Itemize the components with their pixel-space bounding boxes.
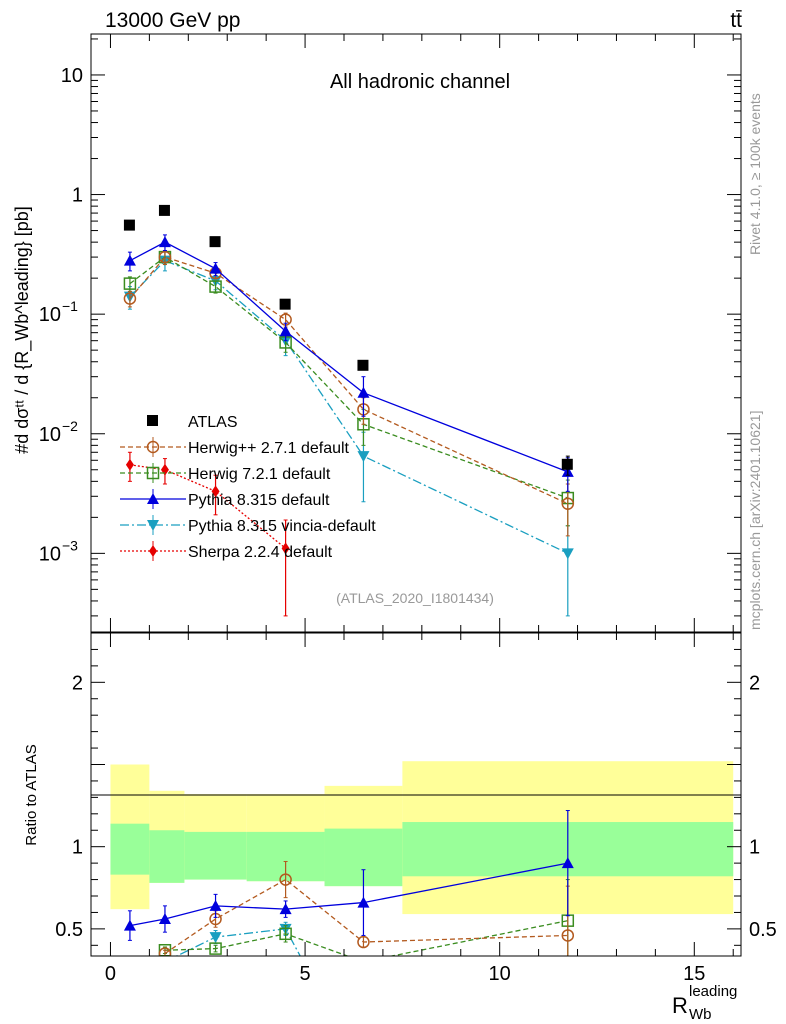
ratio-y-tick-label-right: 0.5: [749, 919, 777, 941]
ratio-y-tick-label: 1: [72, 837, 83, 859]
data-point-pythia: [123, 919, 136, 931]
series-line-herwig7: [129, 256, 569, 499]
data-point-pythia: [357, 386, 370, 398]
data-point-pythia: [357, 896, 370, 908]
data-point-pythia: [561, 857, 574, 869]
process-label: tt̄: [730, 9, 742, 32]
analysis-id: (ATLAS_2020_I1801434): [336, 590, 494, 606]
data-point-vincia: [561, 548, 574, 560]
data-point-sherpa: [160, 463, 169, 476]
y-tick-label-exponent: −1: [62, 298, 78, 314]
mcplots-label: mcplots.cern.ch [arXiv:2401.10621]: [747, 411, 763, 630]
data-point-sherpa: [125, 458, 134, 471]
band-inner: [149, 830, 185, 883]
band-inner: [184, 831, 247, 880]
data-point-pythia: [209, 262, 222, 274]
series-line-herwigpp: [164, 878, 568, 955]
data-point-herwigpp: [561, 929, 575, 942]
series-line-herwigpp: [129, 256, 569, 505]
legend-label-sherpa: Sherpa 2.2.4 default: [188, 544, 333, 561]
series-line-pythia: [129, 241, 569, 473]
y-tick-label: 10: [39, 543, 61, 565]
legend-marker-herwig7: [146, 466, 160, 480]
ratio-axis-ticks: 2 2 1 1 0.5 0.5 0 5 10 15: [55, 633, 777, 985]
data-point-herwigpp: [158, 250, 172, 264]
ratio-y-tick-label-right: 1: [749, 837, 760, 859]
legend-marker-vincia: [147, 520, 159, 531]
main-series: [123, 204, 575, 617]
ratio-y-tick-label: 2: [72, 672, 83, 694]
x-tick-label: 15: [683, 963, 705, 985]
channel-label: All hadronic channel: [330, 71, 510, 93]
data-point-herwigpp: [123, 292, 137, 305]
legend-label-vincia: Pythia 8.315 vincia-default: [188, 518, 376, 535]
data-point-vincia: [357, 451, 370, 463]
legend-marker-pythia: [147, 493, 159, 504]
data-point-sherpa: [281, 542, 290, 555]
xlabel-sub: Wb: [689, 1006, 712, 1023]
legend-label-atlas: ATLAS: [188, 414, 238, 431]
x-tick-label: 10: [489, 963, 511, 985]
legend-marker-sherpa: [149, 545, 157, 557]
ratio-y-tick-label: 0.5: [55, 919, 83, 941]
data-point-herwigpp: [561, 497, 575, 510]
ratio-series: [123, 810, 575, 968]
band-inner: [110, 823, 150, 875]
series-line-pythia: [129, 862, 568, 927]
data-point-atlas: [561, 458, 573, 470]
data-point-pythia: [158, 236, 171, 248]
data-point-vincia: [159, 957, 171, 968]
data-point-atlas: [209, 236, 221, 248]
y-tick-label: 10: [39, 424, 61, 446]
data-point-sherpa: [211, 485, 220, 498]
data-point-vincia: [209, 932, 222, 944]
y-tick-label: 1: [72, 185, 83, 207]
data-point-herwig7: [279, 927, 292, 941]
legend-marker-atlas: [147, 415, 158, 426]
data-point-pythia: [209, 899, 222, 911]
data-point-atlas: [357, 359, 369, 371]
data-point-atlas: [279, 298, 291, 310]
data-point-herwigpp: [279, 873, 292, 886]
data-point-herwig7: [209, 942, 222, 955]
data-point-atlas: [123, 219, 135, 231]
data-point-pythia: [279, 325, 292, 337]
ratio-ylabel: Ratio to ATLAS: [23, 744, 40, 845]
series-line-vincia: [129, 259, 569, 554]
data-point-herwigpp: [357, 935, 370, 949]
y-tick-label: 10: [61, 65, 83, 87]
legend-label-herwigpp: Herwig++ 2.7.1 default: [188, 440, 350, 457]
x-tick-label: 5: [300, 963, 311, 985]
data-point-herwigpp: [158, 947, 172, 956]
xlabel-sup: leading: [689, 983, 737, 1000]
ratio-panel: 2 2 1 1 0.5 0.5 0 5 10 15: [55, 632, 777, 985]
y-tick-label-exponent: −2: [62, 418, 78, 434]
legend-label-herwig7: Herwig 7.2.1 default: [188, 466, 331, 483]
data-point-herwig7: [123, 277, 137, 290]
xlabel-main: R: [672, 993, 688, 1018]
main-frame: [90, 33, 742, 633]
data-point-atlas: [158, 204, 170, 216]
legend-label-pythia: Pythia 8.315 default: [188, 492, 330, 509]
ratio-y-tick-label-right: 2: [749, 672, 760, 694]
data-point-herwig7: [357, 955, 370, 956]
series-line-vincia: [175, 928, 301, 956]
rivet-label: Rivet 4.1.0, ≥ 100k events: [747, 93, 763, 255]
energy-label: 13000 GeV pp: [105, 9, 240, 32]
legend: ATLAS Herwig++ 2.7.1 default Herwig 7.2.1 …: [120, 414, 376, 561]
x-tick-label: 0: [105, 963, 116, 985]
main-ylabel: #d dσᵗᵗ / d {R_Wb^leading} [pb]: [12, 206, 33, 454]
data-point-pythia: [279, 903, 292, 915]
legend-marker-herwigpp: [146, 440, 160, 454]
y-tick-label-exponent: −3: [62, 537, 78, 553]
y-tick-label: 10: [39, 304, 61, 326]
ratio-frame: [90, 632, 742, 957]
data-point-herwig7: [209, 280, 222, 293]
x-axis-title: R leading Wb: [672, 983, 737, 1023]
data-point-pythia: [123, 254, 136, 266]
data-point-pythia: [158, 913, 171, 925]
